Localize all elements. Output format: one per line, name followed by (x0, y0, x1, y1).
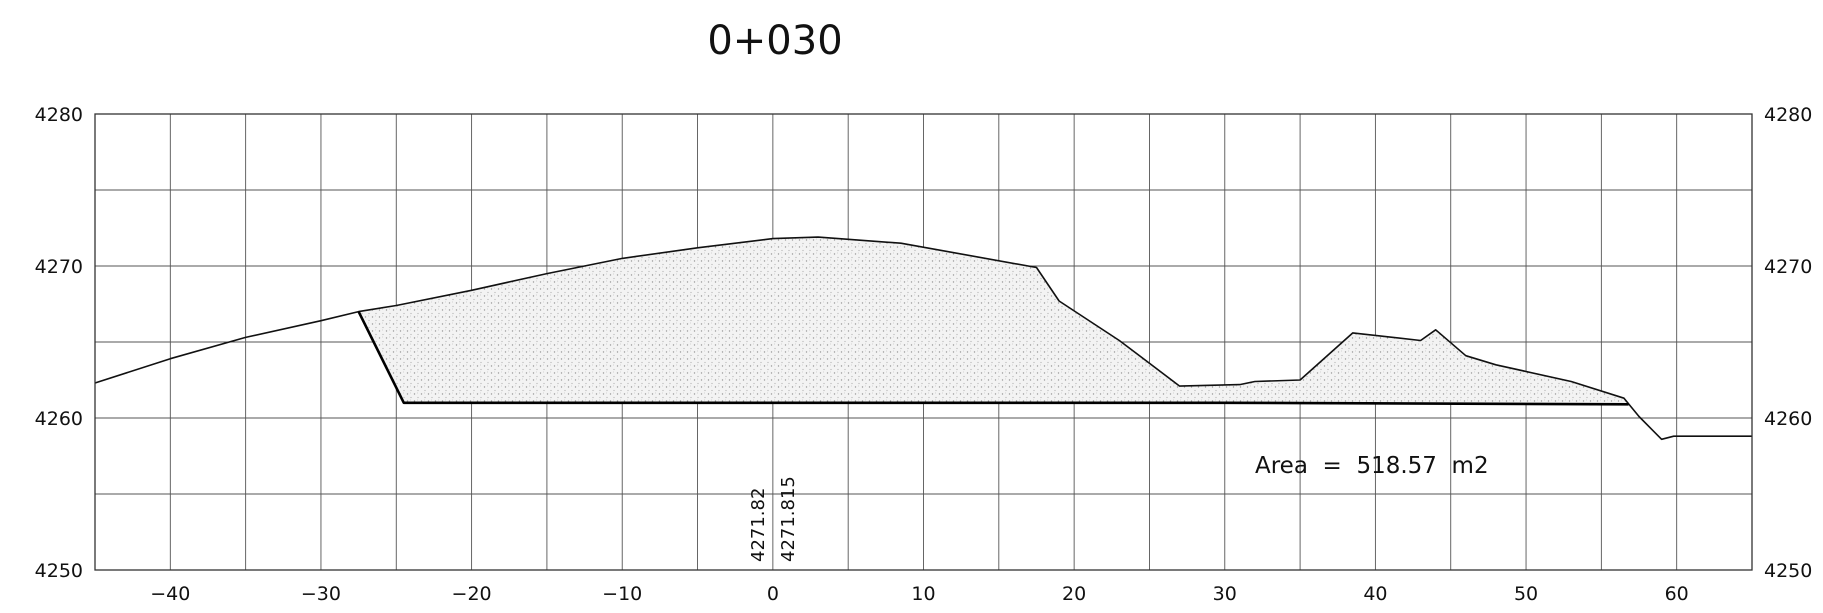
y-tick-label-right: 4270 (1764, 256, 1812, 278)
elevation-labels: 4271.82 4271.815 (748, 476, 799, 562)
elevation-label: 4271.815 (778, 476, 799, 562)
y-tick-label-left: 4280 (35, 104, 83, 126)
series-lines (94, 236, 1752, 441)
cut-area-fill (358, 237, 1629, 405)
x-tick-label: 20 (1062, 583, 1086, 605)
y-tick-label-left: 4260 (35, 408, 83, 430)
x-tick-label: 40 (1363, 583, 1387, 605)
plot-frame (94, 113, 1753, 571)
area-annotation: Area = 518.57 m2 (1255, 453, 1489, 479)
x-tick-label: −20 (452, 583, 492, 605)
x-tick-label: 10 (911, 583, 935, 605)
y-tick-label-right: 4260 (1764, 408, 1812, 430)
x-tick-label: −10 (602, 583, 642, 605)
y-tick-label-left: 4270 (35, 256, 83, 278)
existing-ground-line (94, 236, 1752, 441)
x-tick-labels: −40 −30 −20 −10 0 10 20 30 40 50 60 (150, 583, 1689, 605)
x-tick-label: 50 (1514, 583, 1538, 605)
x-tick-label: 30 (1213, 583, 1237, 605)
y-tick-labels-left: 4250 4260 4270 4280 (35, 104, 83, 582)
x-tick-label: −40 (150, 583, 190, 605)
y-tick-label-left: 4250 (35, 560, 83, 582)
elevation-label: 4271.82 (748, 488, 769, 562)
cut-area-polygon (358, 237, 1629, 405)
x-tick-label: −30 (301, 583, 341, 605)
y-tick-label-right: 4280 (1764, 104, 1812, 126)
y-tick-labels-right: 4250 4260 4270 4280 (1764, 104, 1812, 582)
x-tick-label: 60 (1665, 583, 1689, 605)
y-tick-label-right: 4250 (1764, 560, 1812, 582)
chart-title: 0+030 (707, 18, 842, 64)
x-tick-label: 0 (767, 583, 779, 605)
design-section-line (357, 311, 1629, 406)
